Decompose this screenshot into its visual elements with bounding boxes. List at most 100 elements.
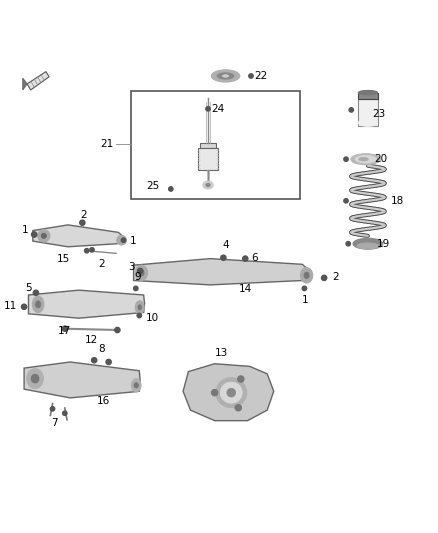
Ellipse shape bbox=[131, 379, 141, 392]
Ellipse shape bbox=[217, 73, 234, 79]
Circle shape bbox=[221, 255, 226, 260]
Ellipse shape bbox=[358, 91, 378, 95]
Ellipse shape bbox=[139, 270, 144, 276]
Circle shape bbox=[206, 107, 210, 111]
Text: 13: 13 bbox=[215, 348, 228, 358]
Circle shape bbox=[238, 376, 244, 382]
Text: 23: 23 bbox=[372, 109, 385, 119]
Text: 19: 19 bbox=[377, 239, 390, 249]
Circle shape bbox=[138, 268, 143, 273]
Circle shape bbox=[344, 199, 348, 203]
Circle shape bbox=[33, 290, 39, 295]
Text: 22: 22 bbox=[254, 71, 267, 81]
Text: 2: 2 bbox=[98, 260, 105, 270]
Circle shape bbox=[92, 358, 97, 363]
Ellipse shape bbox=[35, 301, 41, 308]
Ellipse shape bbox=[304, 272, 309, 279]
Bar bbox=[358, 93, 378, 99]
Text: 2: 2 bbox=[332, 272, 339, 282]
Circle shape bbox=[243, 256, 248, 261]
Polygon shape bbox=[28, 290, 145, 318]
Text: 14: 14 bbox=[239, 284, 252, 294]
Ellipse shape bbox=[38, 230, 50, 242]
Circle shape bbox=[121, 238, 126, 243]
Ellipse shape bbox=[41, 233, 46, 238]
Text: 15: 15 bbox=[57, 254, 70, 264]
Text: 16: 16 bbox=[96, 397, 110, 406]
Polygon shape bbox=[27, 71, 49, 90]
Ellipse shape bbox=[216, 378, 247, 408]
Circle shape bbox=[212, 390, 218, 395]
Circle shape bbox=[106, 359, 111, 365]
Circle shape bbox=[235, 405, 241, 411]
Circle shape bbox=[63, 411, 67, 415]
Text: 25: 25 bbox=[147, 181, 160, 191]
Text: 4: 4 bbox=[222, 240, 229, 250]
Ellipse shape bbox=[353, 238, 383, 249]
Text: 1: 1 bbox=[130, 236, 136, 246]
Polygon shape bbox=[23, 78, 27, 90]
Circle shape bbox=[21, 304, 27, 310]
Circle shape bbox=[115, 327, 120, 333]
Text: 9: 9 bbox=[134, 272, 141, 282]
Ellipse shape bbox=[138, 305, 141, 310]
Circle shape bbox=[62, 326, 67, 332]
Ellipse shape bbox=[27, 369, 43, 389]
Circle shape bbox=[137, 313, 141, 318]
Text: 2: 2 bbox=[80, 210, 87, 220]
Ellipse shape bbox=[227, 388, 236, 397]
Ellipse shape bbox=[358, 119, 378, 126]
Text: 21: 21 bbox=[101, 139, 114, 149]
Circle shape bbox=[134, 286, 138, 290]
Circle shape bbox=[85, 248, 89, 253]
Text: 3: 3 bbox=[128, 262, 135, 271]
Text: 12: 12 bbox=[85, 335, 98, 345]
Circle shape bbox=[344, 157, 348, 161]
Ellipse shape bbox=[206, 183, 210, 187]
Text: 18: 18 bbox=[391, 196, 404, 206]
Bar bbox=[358, 99, 378, 126]
Ellipse shape bbox=[211, 70, 240, 82]
Text: 6: 6 bbox=[251, 253, 258, 263]
Circle shape bbox=[50, 407, 55, 411]
Ellipse shape bbox=[135, 265, 148, 280]
Text: 17: 17 bbox=[58, 326, 71, 336]
Ellipse shape bbox=[135, 301, 144, 314]
Circle shape bbox=[32, 232, 37, 237]
Circle shape bbox=[249, 74, 253, 78]
Ellipse shape bbox=[31, 374, 39, 383]
Bar bbox=[131, 91, 300, 199]
Circle shape bbox=[90, 248, 94, 252]
Text: 1: 1 bbox=[22, 225, 29, 235]
Circle shape bbox=[169, 187, 173, 191]
Polygon shape bbox=[134, 259, 311, 285]
Text: 20: 20 bbox=[374, 154, 388, 164]
Bar bbox=[200, 143, 216, 148]
Ellipse shape bbox=[359, 157, 368, 161]
Circle shape bbox=[80, 220, 85, 225]
Text: 1: 1 bbox=[302, 295, 309, 305]
Circle shape bbox=[349, 108, 353, 112]
Ellipse shape bbox=[355, 156, 376, 163]
Polygon shape bbox=[24, 362, 140, 398]
Text: 7: 7 bbox=[51, 418, 58, 427]
Circle shape bbox=[346, 241, 350, 246]
Ellipse shape bbox=[117, 236, 126, 245]
Polygon shape bbox=[33, 225, 125, 247]
Text: 8: 8 bbox=[98, 344, 105, 354]
Bar bbox=[198, 148, 218, 170]
Text: 11: 11 bbox=[4, 301, 18, 311]
Ellipse shape bbox=[220, 382, 242, 403]
Ellipse shape bbox=[32, 296, 44, 313]
Ellipse shape bbox=[357, 243, 379, 249]
Ellipse shape bbox=[223, 75, 229, 77]
Polygon shape bbox=[183, 364, 274, 421]
Ellipse shape bbox=[351, 154, 381, 165]
Ellipse shape bbox=[300, 268, 313, 283]
Circle shape bbox=[302, 286, 307, 290]
Text: 5: 5 bbox=[25, 282, 32, 293]
Ellipse shape bbox=[203, 181, 213, 189]
Text: 24: 24 bbox=[211, 104, 224, 114]
Circle shape bbox=[321, 275, 327, 280]
Text: 10: 10 bbox=[145, 313, 159, 323]
